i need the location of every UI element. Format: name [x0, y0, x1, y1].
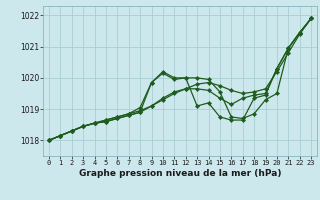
X-axis label: Graphe pression niveau de la mer (hPa): Graphe pression niveau de la mer (hPa) — [79, 169, 281, 178]
